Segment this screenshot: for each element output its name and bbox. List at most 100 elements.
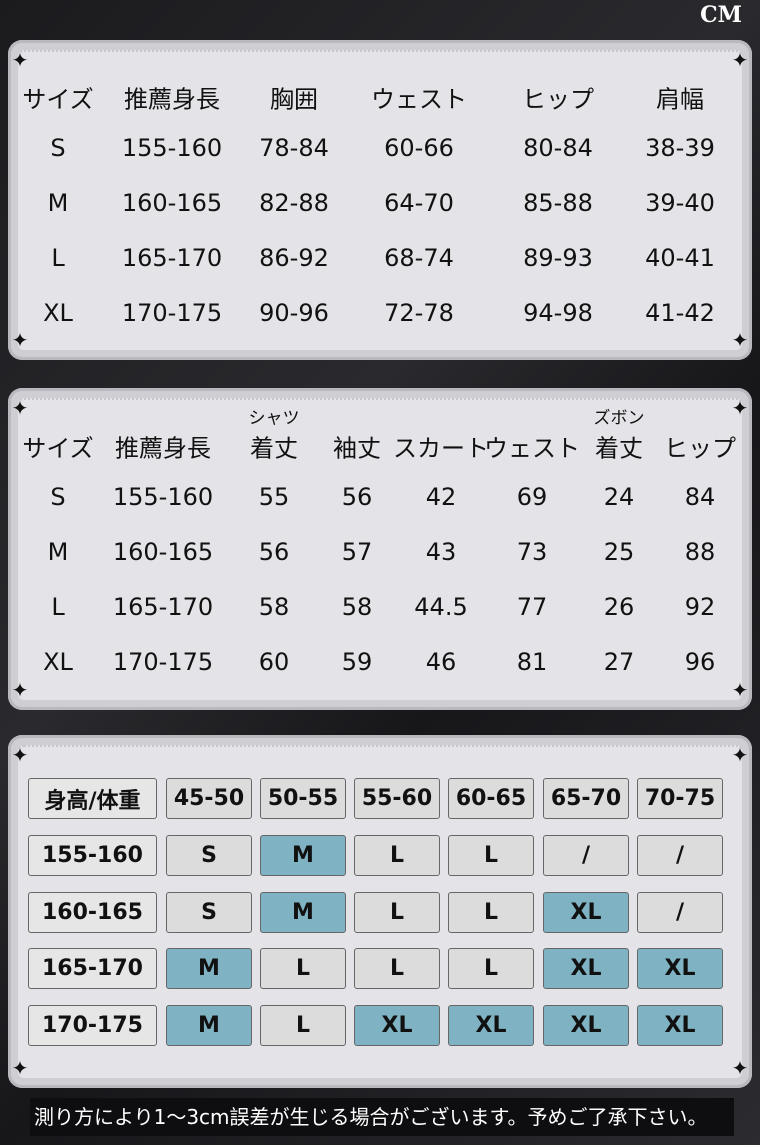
size-cell: XL bbox=[448, 1005, 534, 1046]
weight-header: 70-75 bbox=[637, 778, 723, 819]
table-cell: 42 bbox=[425, 483, 457, 511]
height-header: 165-170 bbox=[28, 948, 157, 989]
table-cell: XL bbox=[43, 299, 73, 327]
column-header: ヒップ bbox=[664, 434, 736, 463]
table-cell: 155-160 bbox=[112, 483, 214, 511]
corner-star-icon: ✦ bbox=[11, 678, 29, 702]
corner-star-icon: ✦ bbox=[11, 328, 29, 352]
height-header: 155-160 bbox=[28, 835, 157, 876]
table-cell: 55 bbox=[258, 483, 290, 511]
table-cell: 84 bbox=[684, 483, 716, 511]
size-cell: M bbox=[260, 892, 346, 933]
column-header: ウェスト bbox=[371, 85, 467, 114]
corner-star-icon: ✦ bbox=[11, 48, 29, 72]
height-header: 170-175 bbox=[28, 1005, 157, 1046]
size-cell: L bbox=[448, 835, 534, 876]
size-cell: XL bbox=[543, 1005, 629, 1046]
table-cell: M bbox=[47, 538, 69, 566]
table-cell: 88 bbox=[684, 538, 716, 566]
corner-star-icon: ✦ bbox=[731, 1056, 749, 1080]
size-cell: XL bbox=[543, 948, 629, 989]
column-header: 胸囲 bbox=[270, 85, 318, 114]
size-cell: / bbox=[637, 835, 723, 876]
table-cell: 170-175 bbox=[112, 648, 214, 676]
size-cell: L bbox=[354, 835, 440, 876]
table-cell: 56 bbox=[341, 483, 373, 511]
table-cell: 72-78 bbox=[384, 299, 454, 327]
table-cell: XL bbox=[43, 648, 73, 676]
weight-header: 60-65 bbox=[448, 778, 534, 819]
table-cell: 69 bbox=[516, 483, 548, 511]
column-header: ヒップ bbox=[522, 85, 594, 114]
column-header: 推薦身長 bbox=[115, 434, 211, 463]
column-header: サイズ bbox=[22, 85, 94, 114]
unit-label: CM bbox=[700, 2, 742, 28]
table-cell: 59 bbox=[341, 648, 373, 676]
table-cell: 82-88 bbox=[259, 189, 329, 217]
size-cell: / bbox=[543, 835, 629, 876]
size-cell: L bbox=[448, 892, 534, 933]
table-cell: 165-170 bbox=[112, 593, 214, 621]
table-cell: 38-39 bbox=[645, 134, 715, 162]
table-cell: 25 bbox=[603, 538, 635, 566]
table-cell: L bbox=[51, 593, 65, 621]
table-cell: 81 bbox=[516, 648, 548, 676]
column-header: 推薦身長 bbox=[124, 85, 220, 114]
group-label-pants: ズボン bbox=[593, 408, 645, 429]
table-cell: 56 bbox=[258, 538, 290, 566]
corner-header: 身高/体重 bbox=[28, 778, 157, 819]
table-cell: 39-40 bbox=[645, 189, 715, 217]
table-cell: 160-165 bbox=[112, 538, 214, 566]
size-cell: S bbox=[166, 835, 252, 876]
table-cell: S bbox=[50, 483, 66, 511]
table-cell: 90-96 bbox=[259, 299, 329, 327]
size-cell: M bbox=[166, 948, 252, 989]
table-cell: 73 bbox=[516, 538, 548, 566]
column-header: スカート bbox=[393, 434, 489, 463]
table-cell: 170-175 bbox=[121, 299, 223, 327]
weight-header: 55-60 bbox=[354, 778, 440, 819]
table-cell: 60-66 bbox=[384, 134, 454, 162]
column-header: 肩幅 bbox=[656, 85, 704, 114]
corner-star-icon: ✦ bbox=[731, 743, 749, 767]
table-cell: S bbox=[50, 134, 66, 162]
column-header: 袖丈 bbox=[333, 434, 381, 463]
column-header: 着丈 bbox=[250, 434, 298, 463]
table-cell: 64-70 bbox=[384, 189, 454, 217]
corner-star-icon: ✦ bbox=[731, 678, 749, 702]
table-cell: 160-165 bbox=[121, 189, 223, 217]
table-cell: 41-42 bbox=[645, 299, 715, 327]
footer-note: 測り方により1～3cm誤差が生じる場合がございます。予めご了承下さい。 bbox=[30, 1098, 734, 1136]
table-cell: 155-160 bbox=[121, 134, 223, 162]
table-cell: 58 bbox=[258, 593, 290, 621]
table-cell: M bbox=[47, 189, 69, 217]
size-cell: M bbox=[166, 1005, 252, 1046]
size-cell: L bbox=[354, 948, 440, 989]
table-cell: 94-98 bbox=[523, 299, 593, 327]
group-label-shirt: シャツ bbox=[248, 408, 300, 429]
corner-star-icon: ✦ bbox=[11, 743, 29, 767]
table-cell: 46 bbox=[425, 648, 457, 676]
size-cell: L bbox=[354, 892, 440, 933]
table-cell: 92 bbox=[684, 593, 716, 621]
weight-header: 65-70 bbox=[543, 778, 629, 819]
size-cell: L bbox=[448, 948, 534, 989]
table-cell: 165-170 bbox=[121, 244, 223, 272]
table-cell: 27 bbox=[603, 648, 635, 676]
column-header: 着丈 bbox=[595, 434, 643, 463]
corner-star-icon: ✦ bbox=[731, 328, 749, 352]
size-cell: XL bbox=[637, 1005, 723, 1046]
size-cell: M bbox=[260, 835, 346, 876]
column-header: ウェスト bbox=[484, 434, 580, 463]
size-cell: XL bbox=[637, 948, 723, 989]
table-cell: 78-84 bbox=[259, 134, 329, 162]
corner-star-icon: ✦ bbox=[11, 1056, 29, 1080]
table-cell: 96 bbox=[684, 648, 716, 676]
size-cell: S bbox=[166, 892, 252, 933]
size-cell: XL bbox=[543, 892, 629, 933]
table-cell: 40-41 bbox=[645, 244, 715, 272]
table-cell: 86-92 bbox=[259, 244, 329, 272]
table-cell: 89-93 bbox=[523, 244, 593, 272]
outfit-size-table-panel bbox=[8, 388, 752, 710]
size-cell: L bbox=[260, 1005, 346, 1046]
